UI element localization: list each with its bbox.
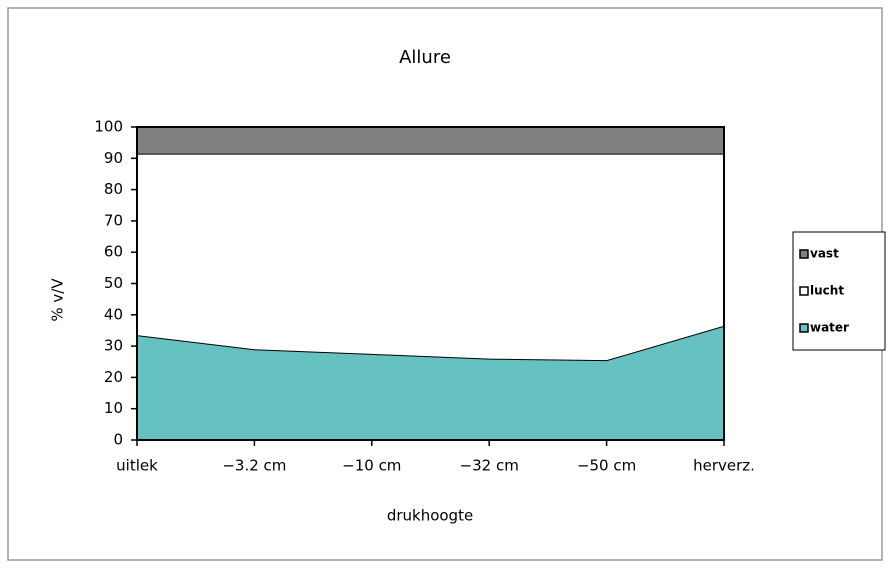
y-tick-label: 50 bbox=[104, 274, 123, 292]
y-tick-label: 100 bbox=[94, 118, 123, 136]
legend-label: water bbox=[810, 321, 849, 335]
x-tick-label: −3.2 cm bbox=[222, 457, 286, 475]
x-tick-label: −32 cm bbox=[460, 457, 519, 475]
x-tick-label: herverz. bbox=[693, 457, 755, 475]
x-tick-label: −10 cm bbox=[342, 457, 401, 475]
area bbox=[137, 153, 724, 361]
y-tick-label: 10 bbox=[104, 399, 123, 417]
legend-swatch bbox=[799, 286, 809, 296]
y-axis-label: % v/V bbox=[49, 278, 67, 322]
x-tick-label: uitlek bbox=[116, 457, 158, 475]
y-tick-label: 20 bbox=[104, 368, 123, 386]
legend-label: lucht bbox=[810, 284, 844, 298]
y-tick-label: 80 bbox=[104, 180, 123, 198]
area bbox=[137, 127, 724, 154]
y-tick-label: 70 bbox=[104, 211, 123, 229]
x-axis-label: drukhoogte bbox=[387, 507, 473, 525]
y-tick-label: 30 bbox=[104, 337, 123, 355]
y-tick-label: 60 bbox=[104, 243, 123, 261]
x-tick-label: −50 cm bbox=[577, 457, 636, 475]
legend-swatch bbox=[799, 249, 809, 259]
chart-title: Allure bbox=[399, 47, 451, 68]
y-tick-label: 0 bbox=[113, 431, 123, 449]
legend-swatch bbox=[799, 323, 809, 333]
area bbox=[137, 325, 724, 440]
y-tick-label: 90 bbox=[104, 149, 123, 167]
legend-label: vast bbox=[810, 247, 839, 261]
y-tick-label: 40 bbox=[104, 305, 123, 323]
